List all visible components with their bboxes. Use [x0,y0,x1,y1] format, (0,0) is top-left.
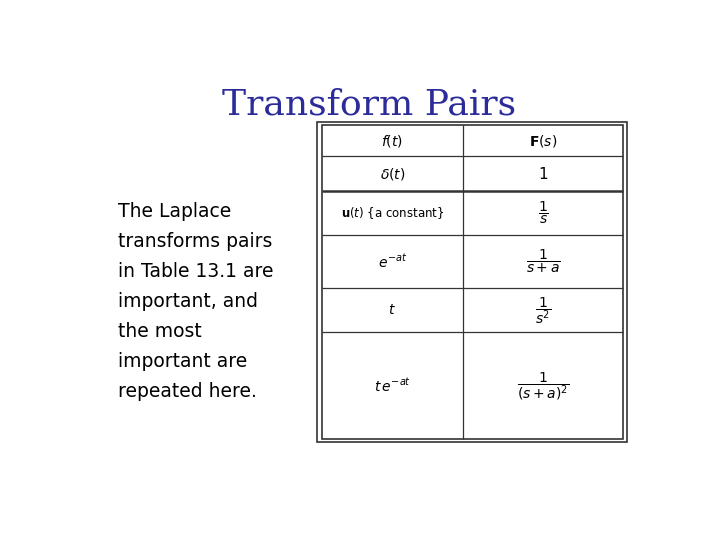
Text: in Table 13.1 are: in Table 13.1 are [118,262,274,281]
Text: important, and: important, and [118,292,258,311]
Text: $\dfrac{1}{s+a}$: $\dfrac{1}{s+a}$ [526,248,560,275]
Text: $1$: $1$ [538,166,548,182]
Text: Transform Pairs: Transform Pairs [222,87,516,122]
Text: transforms pairs: transforms pairs [118,232,272,251]
Text: $\dfrac{1}{s}$: $\dfrac{1}{s}$ [538,200,549,226]
Text: $\dfrac{1}{(s+a)^2}$: $\dfrac{1}{(s+a)^2}$ [517,370,570,402]
Text: $f(t)$: $f(t)$ [382,133,403,149]
Text: $\mathbf{u}(t)$ {a constant}: $\mathbf{u}(t)$ {a constant} [341,205,444,221]
Text: the most: the most [118,322,202,341]
Text: The Laplace: The Laplace [118,202,231,221]
Text: important are: important are [118,352,247,370]
Text: $t\,e^{-at}$: $t\,e^{-at}$ [374,377,411,394]
Text: $\delta(t)$: $\delta(t)$ [379,166,405,182]
Text: $e^{-at}$: $e^{-at}$ [378,253,407,271]
Text: $\dfrac{1}{s^2}$: $\dfrac{1}{s^2}$ [535,295,552,326]
Text: repeated here.: repeated here. [118,382,257,401]
Text: $\mathbf{F}(s)$: $\mathbf{F}(s)$ [529,133,557,149]
Text: $t$: $t$ [389,303,396,318]
